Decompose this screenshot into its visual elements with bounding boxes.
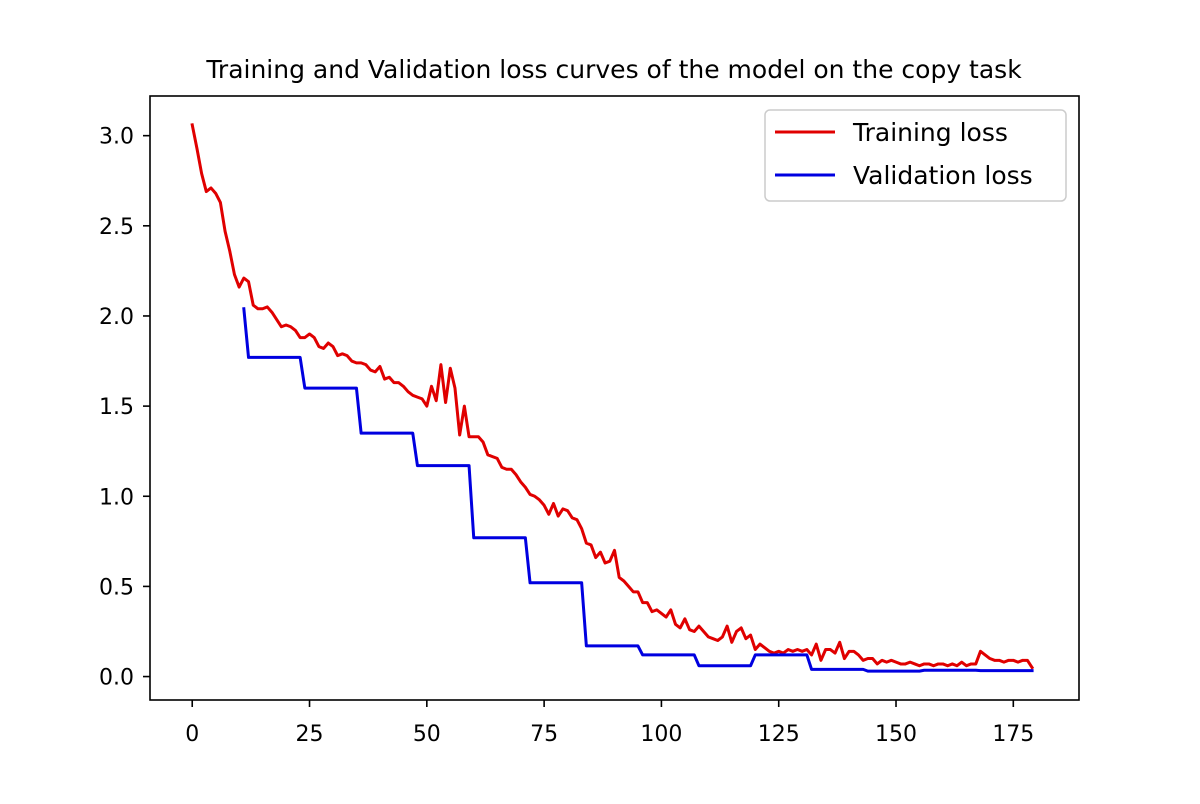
plot-area-frame bbox=[149, 95, 1080, 701]
y-tick-label: 0.5 bbox=[99, 575, 134, 600]
y-tick-label: 3.0 bbox=[99, 125, 134, 150]
y-tick-label: 2.0 bbox=[99, 305, 134, 330]
y-tick-label: 2.5 bbox=[99, 215, 134, 240]
y-tick-label: 1.0 bbox=[99, 485, 134, 510]
series-line-validation-loss bbox=[242, 307, 1034, 673]
legend-box bbox=[764, 109, 1067, 202]
x-tick-label: 75 bbox=[530, 722, 558, 747]
series-line-training-loss bbox=[190, 123, 1035, 670]
x-tick-label: 125 bbox=[758, 722, 800, 747]
x-tick-label: 100 bbox=[640, 722, 682, 747]
x-tick-label: 25 bbox=[296, 722, 324, 747]
legend-label-validation-loss: Validation loss bbox=[853, 161, 1033, 190]
y-tick-label: 0.0 bbox=[99, 666, 134, 691]
x-tick-label: 0 bbox=[185, 722, 199, 747]
y-axis: 0.0 0.5 1.0 1.5 2.0 2.5 3.0 bbox=[99, 125, 150, 691]
x-tick-label: 150 bbox=[875, 722, 917, 747]
x-tick-label: 175 bbox=[992, 722, 1034, 747]
legend: Training loss Validation loss bbox=[764, 109, 1067, 202]
legend-label-training-loss: Training loss bbox=[852, 118, 1008, 147]
x-tick-label: 50 bbox=[413, 722, 441, 747]
chart-title: Training and Validation loss curves of t… bbox=[205, 55, 1022, 84]
x-axis: 0 25 50 75 100 125 150 175 bbox=[185, 700, 1034, 747]
y-tick-label: 1.5 bbox=[99, 395, 134, 420]
series-layer bbox=[190, 123, 1035, 673]
